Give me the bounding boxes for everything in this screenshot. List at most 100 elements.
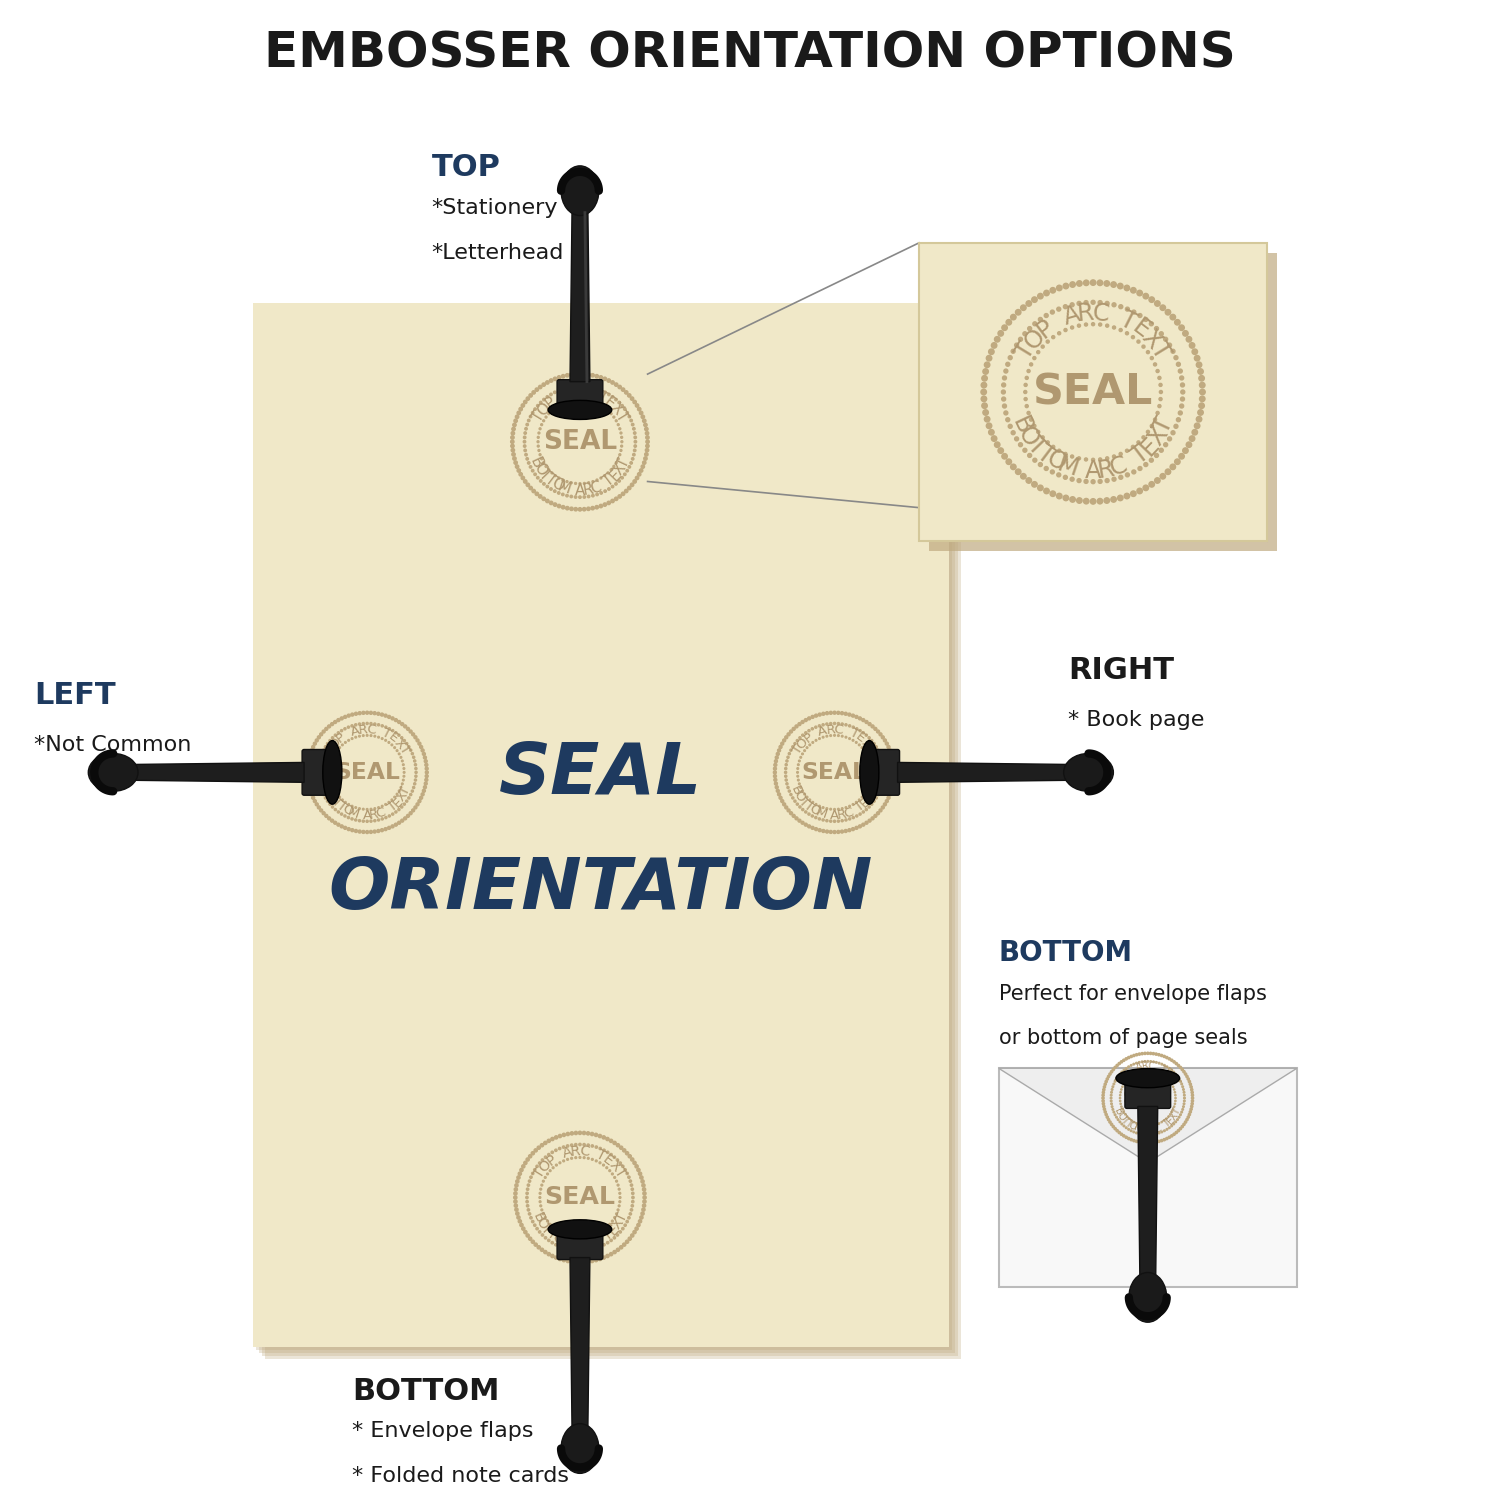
Circle shape bbox=[1113, 454, 1116, 458]
Text: O: O bbox=[1013, 422, 1044, 452]
Circle shape bbox=[600, 390, 603, 392]
Circle shape bbox=[1154, 363, 1156, 366]
Circle shape bbox=[411, 734, 414, 736]
Circle shape bbox=[867, 756, 868, 758]
Text: T: T bbox=[594, 390, 609, 406]
Circle shape bbox=[392, 800, 393, 801]
Circle shape bbox=[808, 744, 810, 746]
Circle shape bbox=[1050, 490, 1056, 496]
Circle shape bbox=[801, 808, 804, 810]
Circle shape bbox=[888, 748, 891, 752]
Circle shape bbox=[804, 718, 807, 722]
Circle shape bbox=[555, 474, 556, 477]
Circle shape bbox=[525, 453, 526, 456]
Circle shape bbox=[544, 1236, 546, 1239]
Polygon shape bbox=[135, 762, 304, 783]
Circle shape bbox=[561, 375, 566, 378]
Circle shape bbox=[1038, 318, 1042, 321]
Circle shape bbox=[1028, 453, 1032, 458]
Circle shape bbox=[1174, 1062, 1178, 1065]
Circle shape bbox=[642, 1208, 645, 1210]
Circle shape bbox=[423, 753, 426, 756]
Circle shape bbox=[538, 1192, 542, 1194]
Circle shape bbox=[622, 1244, 626, 1246]
Circle shape bbox=[366, 711, 369, 714]
Text: C: C bbox=[588, 1233, 602, 1250]
Circle shape bbox=[644, 1200, 646, 1203]
Text: R: R bbox=[570, 386, 582, 400]
Circle shape bbox=[1144, 1142, 1146, 1144]
Circle shape bbox=[891, 782, 894, 784]
Circle shape bbox=[608, 410, 609, 411]
Circle shape bbox=[322, 730, 326, 734]
Circle shape bbox=[570, 374, 573, 376]
Circle shape bbox=[777, 789, 780, 792]
Circle shape bbox=[628, 416, 630, 419]
Circle shape bbox=[354, 830, 357, 833]
Circle shape bbox=[388, 815, 390, 818]
Circle shape bbox=[624, 472, 626, 476]
Circle shape bbox=[1164, 1065, 1166, 1066]
Circle shape bbox=[840, 711, 843, 714]
Text: C: C bbox=[579, 386, 591, 400]
Circle shape bbox=[570, 1248, 573, 1251]
Circle shape bbox=[861, 796, 862, 798]
Circle shape bbox=[534, 1149, 537, 1152]
FancyBboxPatch shape bbox=[556, 1233, 603, 1260]
Circle shape bbox=[339, 747, 340, 748]
Circle shape bbox=[310, 748, 314, 752]
Circle shape bbox=[879, 753, 880, 754]
Circle shape bbox=[621, 405, 624, 406]
Circle shape bbox=[849, 724, 850, 728]
Circle shape bbox=[994, 442, 1000, 447]
Circle shape bbox=[1023, 332, 1028, 336]
Circle shape bbox=[334, 790, 336, 792]
Circle shape bbox=[376, 712, 380, 716]
Circle shape bbox=[834, 735, 836, 736]
Circle shape bbox=[1014, 436, 1019, 441]
Circle shape bbox=[1064, 284, 1068, 290]
Circle shape bbox=[992, 342, 998, 348]
Circle shape bbox=[798, 819, 801, 822]
Circle shape bbox=[1156, 369, 1160, 372]
Circle shape bbox=[1058, 472, 1060, 477]
Circle shape bbox=[806, 747, 808, 748]
Circle shape bbox=[612, 1220, 614, 1222]
Circle shape bbox=[1167, 436, 1172, 441]
Circle shape bbox=[1131, 336, 1134, 339]
Circle shape bbox=[1028, 327, 1032, 330]
Circle shape bbox=[1173, 1124, 1174, 1125]
Circle shape bbox=[634, 1164, 638, 1168]
Circle shape bbox=[514, 1192, 517, 1196]
Circle shape bbox=[351, 738, 352, 740]
Text: E: E bbox=[390, 795, 406, 810]
Circle shape bbox=[864, 794, 865, 795]
Text: O: O bbox=[549, 476, 566, 494]
Circle shape bbox=[1011, 430, 1016, 435]
Text: E: E bbox=[602, 394, 618, 412]
Bar bbox=[261, 312, 958, 1356]
Circle shape bbox=[614, 465, 615, 468]
Circle shape bbox=[548, 470, 549, 471]
Circle shape bbox=[855, 801, 856, 802]
Circle shape bbox=[399, 790, 400, 792]
Circle shape bbox=[374, 711, 376, 714]
Circle shape bbox=[882, 771, 885, 774]
Circle shape bbox=[998, 330, 1004, 336]
Circle shape bbox=[630, 1234, 634, 1238]
Text: B: B bbox=[321, 784, 336, 798]
Circle shape bbox=[1131, 1130, 1132, 1131]
Circle shape bbox=[404, 768, 405, 770]
Circle shape bbox=[874, 728, 878, 730]
Circle shape bbox=[852, 714, 855, 717]
Circle shape bbox=[392, 729, 394, 732]
Circle shape bbox=[812, 827, 814, 830]
Circle shape bbox=[588, 1236, 590, 1238]
Circle shape bbox=[1182, 1106, 1185, 1107]
Text: T: T bbox=[1172, 1107, 1182, 1116]
Circle shape bbox=[645, 432, 648, 435]
Circle shape bbox=[1137, 441, 1140, 444]
Circle shape bbox=[596, 1246, 597, 1250]
Circle shape bbox=[626, 411, 628, 414]
Circle shape bbox=[512, 453, 515, 456]
